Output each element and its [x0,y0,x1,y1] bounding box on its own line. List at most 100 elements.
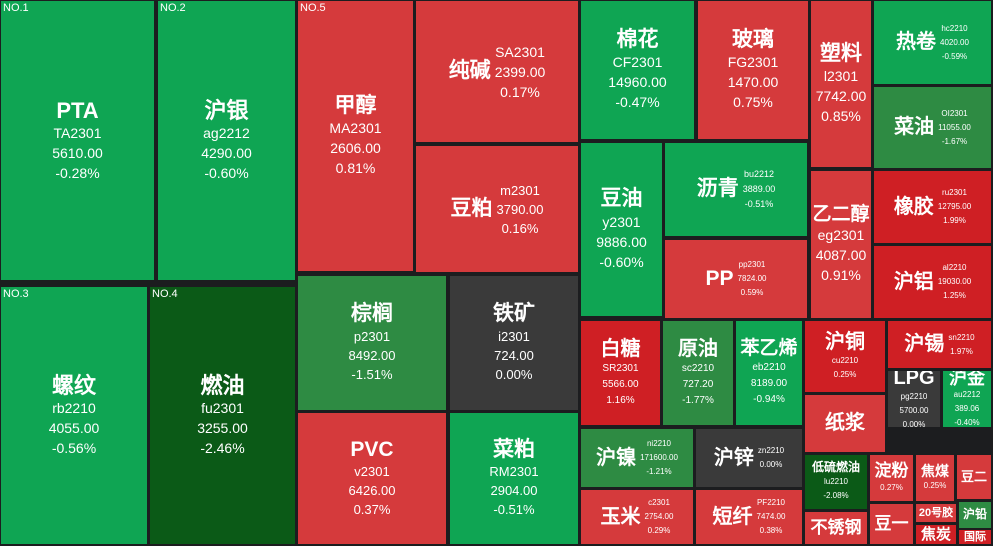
treemap-tile-pg2210[interactable]: LPG pg2210 5700.00 0.00% [888,371,940,427]
tile-price: 4055.00 [48,420,100,437]
tile-price: 389.06 [954,404,980,414]
tile-change: -0.28% [55,165,100,182]
tile-code: zn2210 [757,446,785,455]
treemap-tile-eg2301[interactable]: 乙二醇 eg2301 4087.00 0.91% [811,171,871,318]
treemap-tile-ma2301[interactable]: NO.5 甲醇 MA2301 2606.00 0.81% [298,1,413,271]
treemap-tile-bu2212[interactable]: 沥青 bu2212 3889.00 -0.51% [665,143,807,236]
treemap-tile-sa2301[interactable]: 纯碱 SA2301 2399.00 0.17% [416,1,578,142]
treemap-tile-al2210[interactable]: 沪铝 al2210 19030.00 1.25% [874,246,991,318]
treemap-tile-pp2301[interactable]: PP pp2301 7824.00 0.59% [665,240,807,318]
tile-name: LPG [893,371,935,389]
treemap-tile-zn2210[interactable]: 沪锌 zn2210 0.00% [696,429,802,487]
treemap-tile-i2301[interactable]: 铁矿 i2301 724.00 0.00% [450,276,578,410]
treemap-tile-ta2301[interactable]: NO.1 PTA TA2301 5610.00 -0.28% [1,1,154,280]
tile-name: PP [705,266,734,290]
tile-code: p2301 [353,328,391,344]
tile-name: 原油 [678,337,718,360]
tile-price: 171600.00 [640,453,678,462]
treemap-tile-hc2210[interactable]: 热卷 hc2210 4020.00 -0.59% [874,1,991,84]
treemap-tile-tile-43[interactable]: 国际 [959,530,991,544]
tile-change: 0.00% [495,366,533,382]
treemap-tile-ru2301[interactable]: 橡胶 ru2301 12795.00 1.99% [874,171,991,243]
tile-code: TA2301 [53,125,102,142]
treemap-tile-lu2210[interactable]: 低硫燃油 lu2210 -2.08% [805,455,867,509]
tile-price: 3889.00 [742,184,776,194]
tile-name: 短纤 [712,505,753,528]
tile-code: au2212 [953,390,981,400]
tile-change: 1.97% [950,346,973,356]
treemap-tile-y2301[interactable]: 豆油 y2301 9886.00 -0.60% [581,143,662,316]
treemap-tile-m2301[interactable]: 豆粕 m2301 3790.00 0.16% [416,146,578,272]
treemap-tile-tile-40[interactable]: 20号胶 [916,504,956,522]
tile-code: MA2301 [329,120,382,137]
tile-code: i2301 [498,328,530,344]
tile-name: 国际 [964,530,986,543]
tile-name: 热卷 [896,31,937,53]
tile-price: 2904.00 [490,483,538,499]
tile-name: 甲醇 [334,93,377,117]
treemap-tile-rm2301[interactable]: 菜粕 RM2301 2904.00 -0.51% [450,413,578,544]
treemap-tile-l2301[interactable]: 塑料 l2301 7742.00 0.85% [811,1,871,167]
tile-code: c2301 [648,498,670,507]
treemap-tile-ni2210[interactable]: 沪镍 ni2210 171600.00 -1.21% [581,429,693,487]
tile-change: 0.59% [740,288,764,297]
treemap-tile-tile-33[interactable]: 淀粉 0.27% [870,455,913,501]
tile-code: sn2210 [948,332,975,342]
treemap-tile-tile-35[interactable]: 豆二 [957,455,991,499]
treemap-tile-tile-42[interactable]: 沪铅 [959,502,991,528]
tile-price: 5610.00 [52,145,103,162]
tile-name: 棉花 [616,27,659,51]
tile-name: 玻璃 [732,27,774,51]
tile-code: fu2301 [201,400,244,417]
treemap-tile-cu2210[interactable]: 沪铜 cu2210 0.25% [805,321,885,392]
treemap-tile-sc2210[interactable]: 原油 sc2210 727.20 -1.77% [663,321,733,425]
treemap-tile-au2212[interactable]: 沪金 au2212 389.06 -0.40% [943,371,991,427]
tile-name: 乙二醇 [812,203,870,225]
treemap-tile-sn2210[interactable]: 沪锡 sn2210 1.97% [888,321,991,368]
tile-change: 0.16% [501,220,539,236]
tile-change: 0.85% [821,108,861,125]
treemap-tile-ag2212[interactable]: NO.2 沪银 ag2212 4290.00 -0.60% [158,1,295,280]
treemap-tile-fu2301[interactable]: NO.4 燃油 fu2301 3255.00 -2.46% [150,287,295,544]
treemap-tile-rb2210[interactable]: NO.3 螺纹 rb2210 4055.00 -0.56% [1,287,147,544]
tile-change: -0.40% [954,418,980,427]
treemap-tile-tile-39[interactable]: 豆一 [870,504,913,544]
tile-name: 豆油 [600,187,643,211]
tile-price: 7474.00 [756,512,786,521]
tile-change: -0.94% [753,393,785,405]
tile-name: 不锈钢 [810,518,862,538]
treemap-tile-tile-29[interactable]: 纸浆 [805,395,885,452]
tile-change: 0.00% [759,460,783,469]
treemap-tile-tile-34[interactable]: 焦煤 0.25% [916,455,954,501]
tile-price: 12795.00 [937,202,972,211]
tile-name: 低硫燃油 [811,460,860,475]
tile-code: eg2301 [817,227,865,244]
treemap-tile-p2301[interactable]: 棕榈 p2301 8492.00 -1.51% [298,276,446,410]
tile-change: -2.46% [200,440,245,457]
tile-code: SR2301 [602,362,639,374]
tile-code: lu2210 [823,476,848,486]
treemap-tile-c2301[interactable]: 玉米 c2301 2754.00 0.29% [581,490,693,544]
treemap-tile-fg2301[interactable]: 玻璃 FG2301 1470.00 0.75% [698,1,808,139]
tile-change: 1.25% [943,291,966,300]
treemap-tile-eb2210[interactable]: 苯乙烯 eb2210 8189.00 -0.94% [736,321,802,425]
tile-price: 19030.00 [937,277,972,286]
tile-code: OI2301 [941,108,968,118]
treemap-tile-pf2210[interactable]: 短纤 PF2210 7474.00 0.38% [696,490,802,544]
treemap-tile-tile-41[interactable]: 焦炭 [916,525,956,544]
treemap-tile-sr2301[interactable]: 白糖 SR2301 5566.00 1.16% [581,321,660,425]
tile-rank-label: NO.4 [152,288,178,300]
tile-name: 沪锡 [904,333,945,355]
treemap-tile-oi2301[interactable]: 菜油 OI2301 11055.00 -1.67% [874,87,991,168]
tile-code: ni2210 [646,439,671,448]
tile-name: 纸浆 [825,412,865,434]
tile-price: 8189.00 [750,377,788,389]
treemap-tile-cf2301[interactable]: 棉花 CF2301 14960.00 -0.47% [581,1,694,139]
tile-name: 燃油 [200,372,245,398]
treemap-tile-v2301[interactable]: PVC v2301 6426.00 0.37% [298,413,446,544]
tile-name: 焦炭 [920,525,951,543]
tile-price: 14960.00 [608,74,667,91]
tile-change: 0.25% [923,481,947,491]
treemap-tile-tile-38[interactable]: 不锈钢 [805,512,867,544]
tile-price: 9886.00 [596,233,647,250]
